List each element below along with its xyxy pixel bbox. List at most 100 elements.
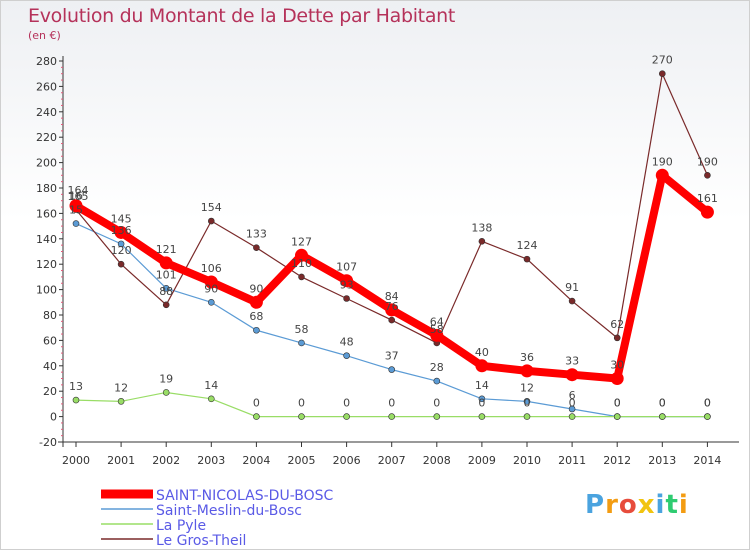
- data-label: 90: [204, 282, 218, 295]
- y-tick-label: 160: [36, 207, 57, 220]
- data-label: 154: [201, 201, 222, 214]
- data-point: [520, 364, 534, 378]
- data-point: [117, 398, 125, 405]
- data-label: 121: [156, 243, 177, 256]
- y-tick-label: 140: [36, 233, 57, 246]
- data-point: [343, 295, 350, 302]
- data-label: 0: [433, 397, 440, 410]
- data-label: 0: [478, 397, 485, 410]
- data-point: [388, 316, 396, 324]
- legend-label: Saint-Meslin-du-Bosc: [156, 503, 302, 519]
- data-point: [72, 396, 80, 404]
- data-label: 13: [69, 380, 83, 393]
- data-label: 165: [68, 190, 89, 203]
- data-label: 133: [246, 228, 267, 241]
- data-point: [253, 413, 260, 420]
- data-point: [700, 205, 714, 219]
- data-label: 106: [201, 262, 222, 275]
- data-label: 19: [159, 372, 173, 385]
- data-label: 62: [610, 318, 624, 331]
- data-point: [388, 413, 396, 420]
- x-tick-label: 2005: [288, 454, 316, 467]
- data-point: [523, 255, 531, 263]
- data-label: 138: [471, 221, 492, 234]
- x-tick-label: 2009: [468, 454, 496, 467]
- data-label: 124: [517, 239, 538, 252]
- x-tick-label: 2007: [378, 454, 406, 467]
- data-point: [433, 377, 441, 385]
- data-label: 6: [569, 389, 576, 402]
- data-point: [117, 260, 125, 268]
- y-tick-label: 60: [43, 334, 57, 347]
- data-point: [478, 238, 486, 245]
- data-point: [433, 413, 441, 420]
- y-tick-label: 240: [36, 106, 57, 119]
- data-point: [117, 240, 125, 248]
- data-point: [298, 339, 305, 347]
- data-label: 0: [659, 397, 666, 410]
- data-label: 0: [614, 397, 621, 410]
- data-point: [565, 368, 579, 382]
- data-point: [613, 334, 621, 342]
- data-label: 0: [388, 397, 395, 410]
- x-tick-label: 2000: [62, 454, 90, 467]
- y-tick-label: 280: [36, 55, 57, 68]
- data-label: 28: [430, 361, 444, 374]
- data-label: 58: [295, 323, 309, 336]
- x-tick-label: 2013: [648, 454, 676, 467]
- data-point: [295, 248, 308, 262]
- data-label: 190: [697, 155, 718, 168]
- data-label: 88: [159, 285, 173, 298]
- data-point: [69, 199, 83, 213]
- data-point: [162, 285, 170, 292]
- x-tick-label: 2012: [603, 454, 631, 467]
- y-tick-label: 20: [43, 385, 57, 398]
- data-point: [72, 220, 80, 227]
- data-point: [610, 372, 624, 385]
- data-label: 12: [114, 381, 128, 394]
- data-label: 14: [204, 379, 218, 392]
- logo-letter: t: [665, 490, 679, 520]
- data-label: 161: [697, 192, 718, 205]
- data-label: 16: [69, 190, 83, 203]
- y-tick-label: 120: [36, 258, 57, 271]
- proxiti-logo: Proxiti: [585, 490, 689, 520]
- logo-letter: x: [637, 490, 656, 520]
- data-point: [523, 398, 531, 405]
- data-label: 0: [704, 397, 711, 410]
- data-label: 14: [475, 379, 489, 392]
- data-label: 0: [343, 397, 350, 410]
- y-tick-label: 200: [36, 157, 57, 170]
- data-point: [704, 413, 711, 420]
- data-point: [475, 359, 489, 373]
- x-tick-label: 2008: [423, 454, 451, 467]
- data-point: [704, 172, 711, 179]
- data-label: 107: [336, 261, 357, 274]
- logo-letter: P: [585, 490, 606, 520]
- logo-letter: i: [678, 490, 689, 520]
- data-point: [568, 413, 576, 420]
- data-point: [204, 275, 218, 289]
- data-label: 164: [68, 184, 89, 197]
- data-label: 0: [659, 397, 666, 410]
- x-tick-label: 2010: [513, 454, 541, 467]
- data-label: 120: [111, 244, 132, 257]
- data-label: 15: [69, 204, 83, 217]
- data-label: 136: [111, 224, 132, 237]
- data-label: 12: [520, 381, 534, 394]
- data-point: [388, 366, 396, 373]
- y-tick-label: 260: [36, 80, 57, 93]
- data-label: 76: [385, 300, 399, 313]
- y-tick-label: 80: [43, 309, 57, 322]
- data-label: 101: [156, 268, 177, 281]
- data-point: [658, 413, 666, 420]
- data-label: 30: [610, 359, 624, 372]
- y-tick-label: 40: [43, 360, 57, 373]
- x-tick-label: 2001: [107, 454, 135, 467]
- data-point: [658, 70, 666, 77]
- legend-label: Le Gros-Theil: [156, 533, 246, 549]
- data-point: [523, 413, 531, 420]
- data-label: 48: [340, 336, 354, 349]
- y-tick-label: 100: [36, 284, 57, 297]
